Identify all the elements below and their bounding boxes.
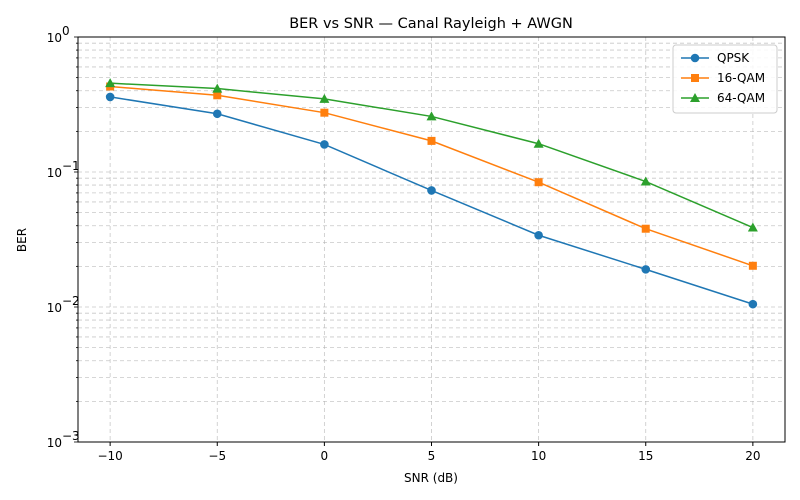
y-tick-label: 10 — [47, 166, 62, 180]
data-point — [748, 261, 757, 270]
data-point — [213, 91, 222, 100]
data-point — [427, 136, 436, 145]
legend: QPSK 16-QAM 64-QAM — [672, 44, 778, 114]
data-point — [640, 176, 651, 186]
plot-series — [105, 78, 758, 309]
data-point — [212, 83, 223, 93]
data-point — [320, 108, 329, 117]
y-tick-label-exponent: −3 — [62, 429, 80, 443]
legend-item: 16-QAM — [681, 71, 765, 85]
data-point — [533, 138, 544, 148]
y-tick-label-exponent: −1 — [62, 159, 80, 173]
x-tick-label: 15 — [638, 449, 653, 463]
x-axis-label: SNR (dB) — [404, 471, 458, 485]
y-tick-label-exponent: −2 — [62, 294, 80, 308]
data-point — [534, 230, 543, 240]
series-64-qam — [105, 78, 758, 232]
x-tick-label: 10 — [531, 449, 546, 463]
data-point — [320, 140, 329, 149]
legend-box — [672, 44, 778, 114]
legend-label: QPSK — [717, 51, 750, 65]
data-point — [427, 186, 436, 195]
data-point — [212, 109, 222, 119]
y-tick-label: 10 — [47, 31, 62, 45]
data-point — [748, 299, 758, 309]
legend-label: 64-QAM — [717, 91, 765, 105]
legend-marker — [691, 74, 699, 82]
data-point — [105, 78, 116, 88]
data-point — [641, 265, 651, 274]
legend-marker — [690, 53, 700, 63]
data-point — [105, 92, 115, 102]
data-point — [534, 178, 543, 187]
x-tick-label: −5 — [208, 449, 226, 463]
y-tick-label: 10 — [47, 436, 62, 450]
chart-title: BER vs SNR — Canal Rayleigh + AWGN — [289, 16, 573, 32]
data-point — [641, 224, 650, 233]
x-tick-label: 5 — [428, 449, 436, 463]
y-axis-label: BER — [15, 228, 29, 252]
y-tick-label-exponent: 0 — [62, 24, 70, 38]
data-point — [426, 111, 437, 121]
data-point — [747, 222, 758, 232]
legend-item: 64-QAM — [681, 91, 765, 105]
y-tick-label: 10 — [47, 301, 62, 315]
legend-marker — [690, 93, 700, 102]
x-tick-label: 20 — [745, 449, 760, 463]
x-tick-label: −10 — [97, 449, 122, 463]
x-tick-label: 0 — [321, 449, 329, 463]
data-point — [319, 93, 330, 103]
legend-item: QPSK — [681, 51, 750, 65]
series-qpsk — [105, 92, 758, 309]
legend-label: 16-QAM — [717, 71, 765, 85]
